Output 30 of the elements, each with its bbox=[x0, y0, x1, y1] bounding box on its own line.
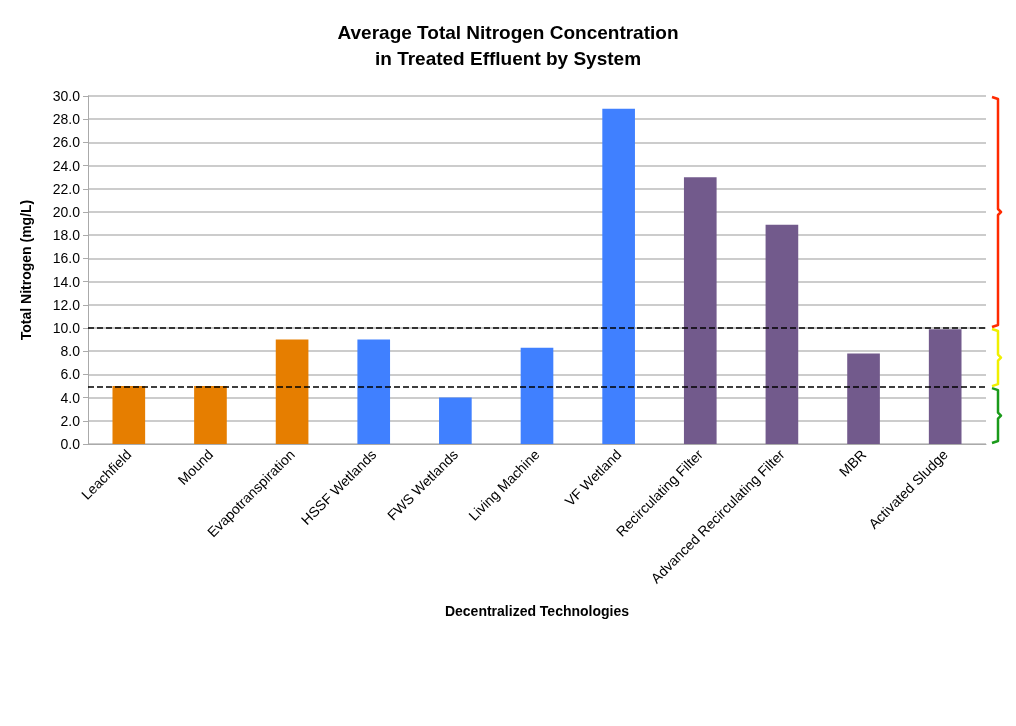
x-axis-title: Decentralized Technologies bbox=[444, 603, 630, 619]
y-tick-label: 0.0 bbox=[60, 436, 81, 452]
y-tick-label: 28.0 bbox=[52, 111, 81, 128]
y-tick-label: 14.0 bbox=[52, 273, 81, 290]
y-tick-label: 26.0 bbox=[52, 134, 81, 151]
bar bbox=[602, 108, 635, 444]
bar bbox=[765, 224, 799, 444]
y-tick-label: 16.0 bbox=[52, 250, 81, 267]
y-axis-title: Total Nitrogen (mg/L) bbox=[18, 199, 34, 341]
y-tick-label: 6.0 bbox=[60, 366, 81, 383]
bar bbox=[683, 177, 717, 444]
bar bbox=[275, 339, 309, 444]
bar bbox=[520, 347, 554, 444]
bar bbox=[439, 397, 472, 444]
y-tick-label: 24.0 bbox=[52, 157, 81, 174]
y-tick-label: 20.0 bbox=[52, 204, 81, 220]
bar bbox=[847, 353, 880, 444]
y-tick-label: 8.0 bbox=[60, 343, 81, 360]
y-tick-label: 22.0 bbox=[52, 180, 81, 197]
bar bbox=[112, 386, 146, 444]
bar bbox=[194, 386, 227, 444]
y-tick-label: 10.0 bbox=[52, 320, 81, 336]
y-tick-label: 2.0 bbox=[60, 412, 81, 429]
y-tick-label: 12.0 bbox=[52, 296, 81, 313]
y-tick-label: 18.0 bbox=[52, 227, 81, 244]
chart-title: Average Total Nitrogen Concentration in Treated Effluent by System bbox=[337, 21, 679, 69]
bar bbox=[357, 339, 391, 444]
bar bbox=[928, 329, 962, 444]
y-tick-label: 4.0 bbox=[60, 389, 81, 406]
y-tick-label: 30.0 bbox=[52, 88, 81, 104]
